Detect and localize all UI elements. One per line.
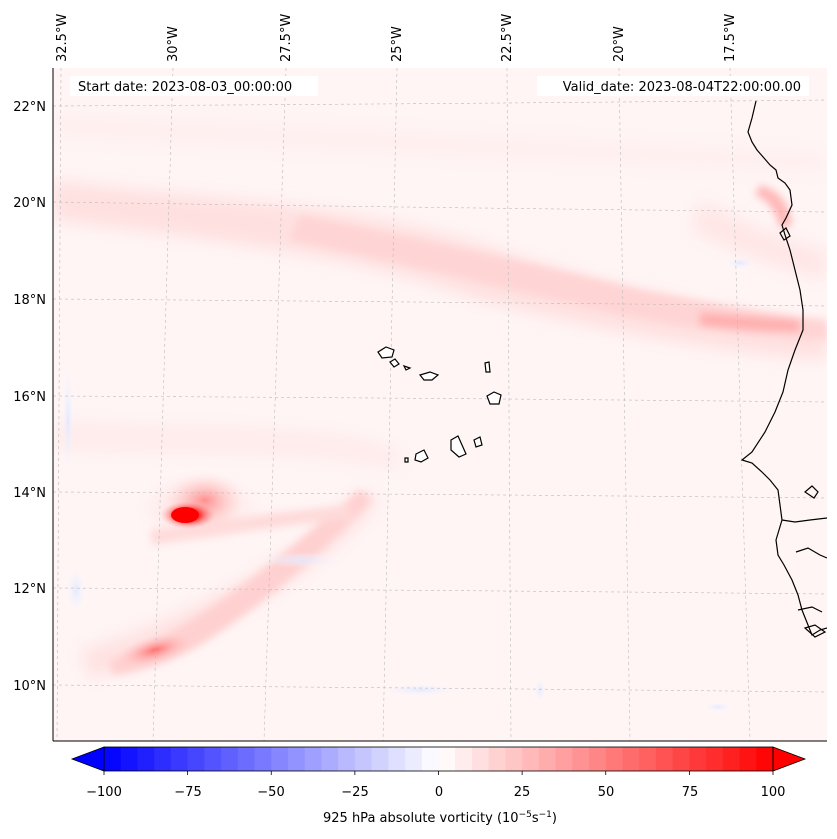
latitude-labels: 22°N 20°N 18°N 16°N 14°N 12°N 10°N	[13, 100, 46, 694]
lon-label: 17.5°W	[723, 14, 738, 62]
start-date-label: Start date: 2023-08-03_00:00:00	[78, 80, 292, 95]
lon-label: 30°W	[166, 26, 181, 62]
colorbar-tick-label: −25	[341, 785, 368, 800]
lon-label: 27.5°W	[279, 14, 294, 62]
colorbar-segment	[371, 747, 389, 771]
colorbar-segment	[572, 747, 590, 771]
colorbar-segment	[706, 747, 724, 771]
start-date-box	[70, 76, 318, 96]
colorbar-segment	[538, 747, 557, 771]
lat-label: 18°N	[13, 293, 46, 308]
colorbar-segment	[154, 747, 172, 771]
colorbar-extend-min	[70, 746, 105, 772]
lon-label: 32.5°W	[55, 14, 70, 62]
colorbar-segment	[605, 747, 623, 771]
colorbar-segment	[304, 747, 322, 771]
colorbar-segment	[221, 747, 239, 771]
colorbar-segment	[120, 747, 138, 771]
colorbar-extend-max	[772, 746, 807, 772]
valid-date-label: Valid_date: 2023-08-04T22:00:00.00	[563, 80, 801, 95]
colorbar-tick-label: −100	[86, 785, 122, 800]
colorbar-segment	[689, 747, 707, 771]
colorbar-segment	[522, 747, 540, 771]
colorbar-segment	[488, 747, 506, 771]
colorbar-tick-label: −75	[174, 785, 201, 800]
colorbar-segment	[170, 747, 189, 771]
colorbar-segment	[471, 747, 490, 771]
colorbar-segment	[405, 747, 423, 771]
lat-label: 14°N	[13, 486, 46, 501]
lat-label: 22°N	[13, 100, 46, 115]
lon-label: 25°W	[390, 26, 405, 62]
colorbar-segment	[756, 747, 774, 771]
colorbar-segment	[321, 747, 339, 771]
colorbar-tick-label: −50	[257, 785, 284, 800]
colorbar-segment	[739, 747, 757, 771]
colorbar-tick-label: 50	[598, 785, 615, 800]
lon-label: 22.5°W	[500, 14, 515, 62]
graticule	[53, 68, 827, 741]
colorbar-segment	[455, 747, 473, 771]
lon-label: 20°W	[612, 26, 627, 62]
colorbar-segment	[204, 747, 222, 771]
colorbar-segment	[639, 747, 657, 771]
colorbar-segment	[722, 747, 741, 771]
colorbar-segment	[338, 747, 356, 771]
colorbar-segment	[555, 747, 573, 771]
colorbar-segment	[589, 747, 607, 771]
colorbar-tick-label: 0	[435, 785, 443, 800]
colorbar-segment	[388, 747, 406, 771]
colorbar-segment	[187, 747, 205, 771]
colorbar-tick-label: 25	[514, 785, 531, 800]
valid-date-box	[537, 76, 809, 96]
colorbar-segment	[104, 747, 122, 771]
colorbar-segment	[354, 747, 373, 771]
colorbar-tick-label: 100	[761, 785, 786, 800]
colorbar-segment	[271, 747, 289, 771]
colorbar-segment	[254, 747, 272, 771]
colorbar-segment	[622, 747, 640, 771]
colorbar-segment	[421, 747, 439, 771]
colorbar-segment	[137, 747, 155, 771]
longitude-labels: 32.5°W 30°W 27.5°W 25°W 22.5°W 20°W 17.5…	[55, 14, 738, 62]
colorbar-segment	[505, 747, 523, 771]
colorbar-segment	[237, 747, 256, 771]
colorbar-segment	[655, 747, 674, 771]
colorbar	[70, 746, 807, 775]
colorbar-ticks: −100 −75 −50 −25 0 25 50 75 100	[86, 785, 785, 800]
lat-label: 12°N	[13, 582, 46, 597]
colorbar-tick-label: 75	[682, 785, 699, 800]
lat-label: 10°N	[13, 679, 46, 694]
cape-verde-islands	[377, 346, 502, 463]
coastline	[740, 100, 827, 638]
colorbar-segment	[672, 747, 690, 771]
colorbar-segment	[438, 747, 456, 771]
colorbar-title: 925 hPa absolute vorticity (10−5s−1)	[323, 810, 557, 826]
lat-label: 20°N	[13, 196, 46, 211]
vorticity-field	[53, 68, 827, 741]
lat-label: 16°N	[13, 390, 46, 405]
colorbar-segment	[287, 747, 306, 771]
